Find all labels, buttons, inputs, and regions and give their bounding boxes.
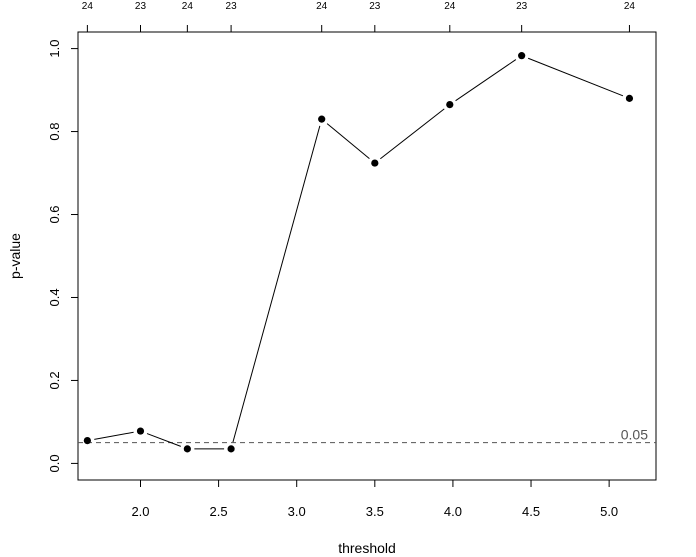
series-segment	[232, 125, 321, 443]
data-point	[518, 52, 526, 60]
top-count-label: 24	[182, 1, 194, 12]
data-point	[371, 159, 379, 167]
series-segment	[380, 108, 445, 160]
data-point	[136, 427, 145, 435]
y-axis-title: p-value	[7, 233, 23, 279]
x-tick-label: 3.5	[366, 504, 384, 519]
x-axis-title: threshold	[338, 540, 396, 556]
top-count-label: 23	[135, 1, 147, 12]
series-group	[83, 52, 634, 453]
reference-line-label: 0.05	[621, 427, 648, 443]
x-tick-label: 4.5	[522, 504, 540, 519]
x-tick-label: 3.0	[288, 504, 306, 519]
y-tick-label: 1.0	[47, 40, 62, 58]
x-tick-label: 5.0	[600, 504, 618, 519]
top-count-label: 24	[316, 1, 328, 12]
top-count-label: 24	[444, 1, 456, 12]
plot-frame	[77, 31, 657, 481]
series-segment	[455, 59, 517, 102]
top-axis: 24 23 24 23 24 23 24 23 24	[82, 1, 636, 32]
data-point	[83, 436, 91, 445]
y-tick-label: 0.6	[47, 205, 62, 223]
series-segment	[527, 57, 624, 97]
data-point	[318, 115, 326, 123]
x-axis: 2.0 2.5 3.0 3.5 4.0 4.5 5.0	[131, 480, 618, 519]
x-tick-label: 4.0	[444, 504, 462, 519]
top-count-label: 23	[369, 1, 381, 12]
y-axis: 0.0 0.2 0.4 0.6 0.8 1.0	[47, 40, 78, 472]
y-tick-label: 0.2	[47, 371, 62, 389]
data-point	[183, 445, 191, 453]
y-tick-label: 0.8	[47, 123, 62, 141]
x-tick-label: 2.5	[210, 504, 228, 519]
top-count-label: 23	[516, 1, 528, 12]
data-point	[446, 100, 454, 109]
data-point	[625, 94, 634, 102]
series-segment	[146, 433, 181, 447]
series-segment	[94, 431, 134, 440]
x-tick-label: 2.0	[131, 504, 149, 519]
reference-line-group: 0.05	[78, 427, 656, 444]
top-count-label: 24	[82, 1, 94, 12]
top-count-label: 24	[624, 1, 636, 12]
series-segment	[326, 123, 370, 160]
top-count-label: 23	[226, 1, 238, 12]
y-tick-label: 0.0	[47, 454, 62, 472]
y-tick-label: 0.4	[47, 288, 62, 306]
data-point	[227, 445, 235, 453]
